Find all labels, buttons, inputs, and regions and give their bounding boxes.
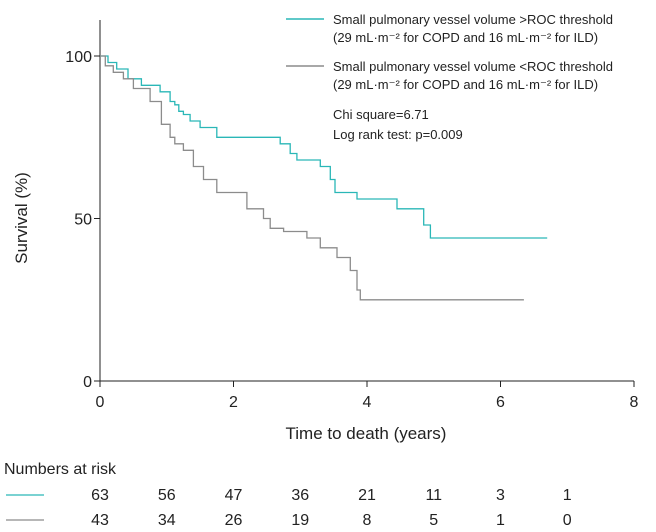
y-tick-label: 0 [83,374,92,391]
x-tick-label: 4 [363,394,372,411]
annotation-chi-square: Chi square=6.71 [333,107,429,122]
risk-count: 0 [563,512,572,529]
x-tick-label: 8 [630,394,639,411]
legend-label-above: Small pulmonary vessel volume >ROC thres… [333,12,613,27]
numbers-at-risk-rows: 63 56 47 36 21 11 3 1 43 34 26 19 8 5 1 0 [6,487,572,529]
risk-count: 11 [425,487,442,504]
series-group [100,55,548,301]
y-ticks: 0 50 100 [65,49,100,391]
y-tick-label: 100 [65,49,92,66]
y-axis-title: Survival (%) [12,172,31,264]
legend-label-below: Small pulmonary vessel volume <ROC thres… [333,59,613,74]
risk-count: 56 [158,487,176,504]
survival-curve-below-threshold [100,55,524,301]
risk-count: 34 [158,512,176,529]
risk-count: 63 [91,487,109,504]
legend-label-below-line2: (29 mL·m⁻² for COPD and 16 mL·m⁻² for IL… [333,77,598,92]
legend: Small pulmonary vessel volume >ROC thres… [286,12,613,142]
annotation-log-rank: Log rank test: p=0.009 [333,127,463,142]
numbers-at-risk-title: Numbers at risk [4,461,117,478]
x-tick-label: 6 [496,394,505,411]
x-tick-label: 0 [96,394,105,411]
x-axis-title: Time to death (years) [286,424,447,443]
risk-count: 36 [291,487,309,504]
axes: 0 2 4 6 8 0 50 100 [65,20,639,411]
y-tick-label: 50 [74,212,92,229]
risk-count: 1 [563,487,572,504]
x-tick-label: 2 [229,394,238,411]
risk-count: 3 [496,487,505,504]
survival-curve-above-threshold [100,55,548,239]
x-ticks: 0 2 4 6 8 [96,381,639,411]
risk-count: 47 [225,487,243,504]
numbers-at-risk-table: Numbers at risk 63 56 47 36 21 11 3 1 43 34 26 19 8 5… [4,461,572,529]
legend-label-above-line2: (29 mL·m⁻² for COPD and 16 mL·m⁻² for IL… [333,30,598,45]
risk-count: 26 [225,512,243,529]
risk-count: 21 [358,487,376,504]
risk-count: 5 [429,512,438,529]
risk-count: 8 [363,512,372,529]
risk-count: 1 [496,512,505,529]
risk-count: 19 [291,512,309,529]
risk-count: 43 [91,512,109,529]
